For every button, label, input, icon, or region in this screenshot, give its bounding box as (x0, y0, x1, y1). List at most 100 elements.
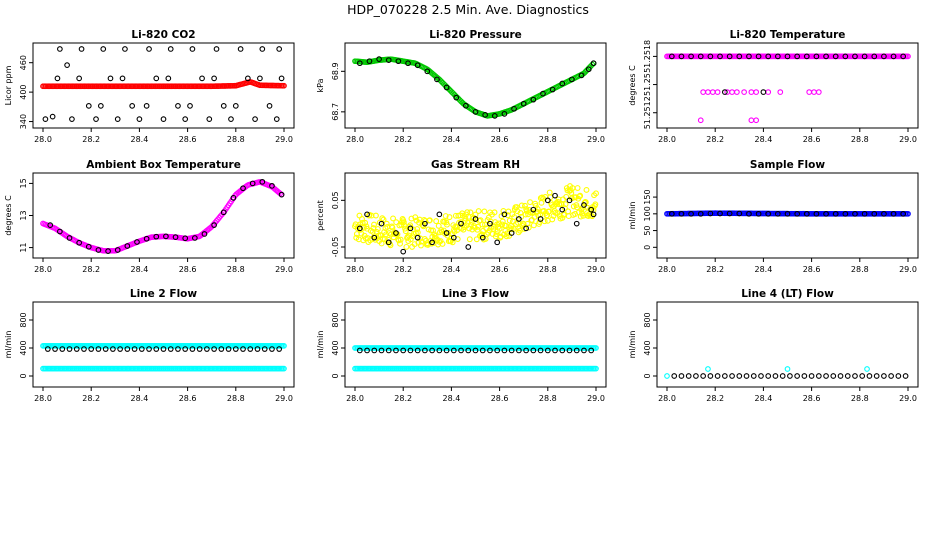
data-point (424, 68, 431, 75)
y-tick-label: 11 (19, 242, 28, 252)
plot-area (352, 345, 599, 372)
data-point (374, 226, 381, 232)
data-point (888, 373, 894, 379)
data-point (813, 53, 820, 60)
data-point (779, 373, 786, 379)
y-tick-label: 0.05 (331, 191, 340, 209)
data-point (460, 226, 467, 233)
y-axis-label: ml/min (316, 331, 325, 359)
y-tick-label: 51.2518 (643, 40, 652, 73)
data-point (873, 373, 880, 379)
data-point (549, 86, 556, 93)
data-point (705, 366, 711, 372)
data-point (95, 247, 102, 253)
data-point (491, 113, 498, 119)
data-point (871, 53, 878, 60)
data-point (458, 347, 464, 354)
plot-area (664, 53, 911, 124)
data-point (211, 346, 217, 352)
data-point (211, 222, 217, 228)
data-point (678, 53, 685, 60)
series-2 (356, 192, 597, 255)
data-point (777, 89, 784, 95)
data-point (494, 239, 501, 246)
data-point (864, 366, 870, 372)
data-point (503, 233, 510, 240)
data-point (254, 346, 261, 352)
data-point (362, 219, 369, 226)
x-tick-label: 29.0 (275, 135, 293, 144)
data-point (844, 373, 851, 379)
data-point (501, 211, 508, 218)
data-point (385, 239, 392, 246)
y-tick-label: 400 (19, 340, 28, 355)
data-point (530, 347, 537, 354)
data-point (520, 100, 527, 107)
data-point (199, 75, 205, 82)
data-point (189, 46, 196, 52)
data-point (281, 343, 287, 349)
data-point (765, 210, 772, 217)
data-point (364, 211, 370, 218)
data-point (772, 373, 779, 379)
data-point (196, 346, 203, 352)
data-point (446, 214, 453, 221)
data-point (453, 224, 460, 230)
data-point (823, 210, 829, 217)
data-point (397, 236, 404, 243)
x-tick-label: 28.8 (227, 394, 245, 403)
data-point (276, 346, 283, 352)
panel-title: Sample Flow (750, 159, 825, 171)
y-tick-label: 0 (643, 245, 652, 250)
data-point (685, 373, 692, 379)
data-point (211, 75, 217, 82)
data-point (472, 347, 479, 354)
data-point (114, 116, 121, 122)
data-point (400, 219, 407, 226)
panel-title: Ambient Box Temperature (86, 159, 241, 171)
data-point (213, 46, 220, 52)
x-tick-label: 28.4 (754, 265, 772, 274)
data-point (697, 117, 704, 124)
data-point (465, 347, 472, 354)
y-tick-label: 68.9 (331, 62, 340, 80)
data-point (808, 373, 815, 379)
x-tick-label: 28.8 (227, 135, 245, 144)
data-point (407, 347, 414, 354)
data-point (64, 62, 70, 68)
data-point (418, 242, 424, 249)
data-point (444, 221, 450, 228)
y-tick-label: 800 (643, 312, 652, 327)
data-point (385, 57, 392, 64)
data-point (433, 218, 440, 225)
data-point (54, 75, 61, 82)
plot-area (40, 343, 287, 372)
data-point (88, 346, 95, 352)
plot-area (352, 183, 599, 255)
data-point (832, 210, 839, 217)
data-point (136, 116, 143, 122)
data-point (175, 103, 181, 109)
data-point (852, 373, 858, 379)
data-point (390, 215, 397, 222)
x-tick-label: 29.0 (275, 394, 293, 403)
data-point (671, 373, 678, 379)
data-point (435, 222, 442, 229)
data-point (385, 347, 392, 354)
y-axis-label: kPa (316, 78, 325, 92)
panel-title: Line 2 Flow (130, 288, 197, 300)
x-tick-label: 28.4 (442, 135, 460, 144)
data-point (714, 89, 721, 95)
data-point (407, 225, 414, 232)
data-point (371, 347, 378, 354)
data-point (47, 222, 54, 228)
data-point (592, 201, 599, 208)
x-tick-label: 28.0 (658, 265, 676, 274)
data-point (590, 211, 597, 218)
data-point (746, 53, 752, 60)
data-point (537, 347, 544, 354)
data-point (861, 53, 868, 60)
data-point (81, 346, 87, 352)
y-axis-label: degrees C (4, 195, 13, 236)
data-point (593, 190, 599, 197)
